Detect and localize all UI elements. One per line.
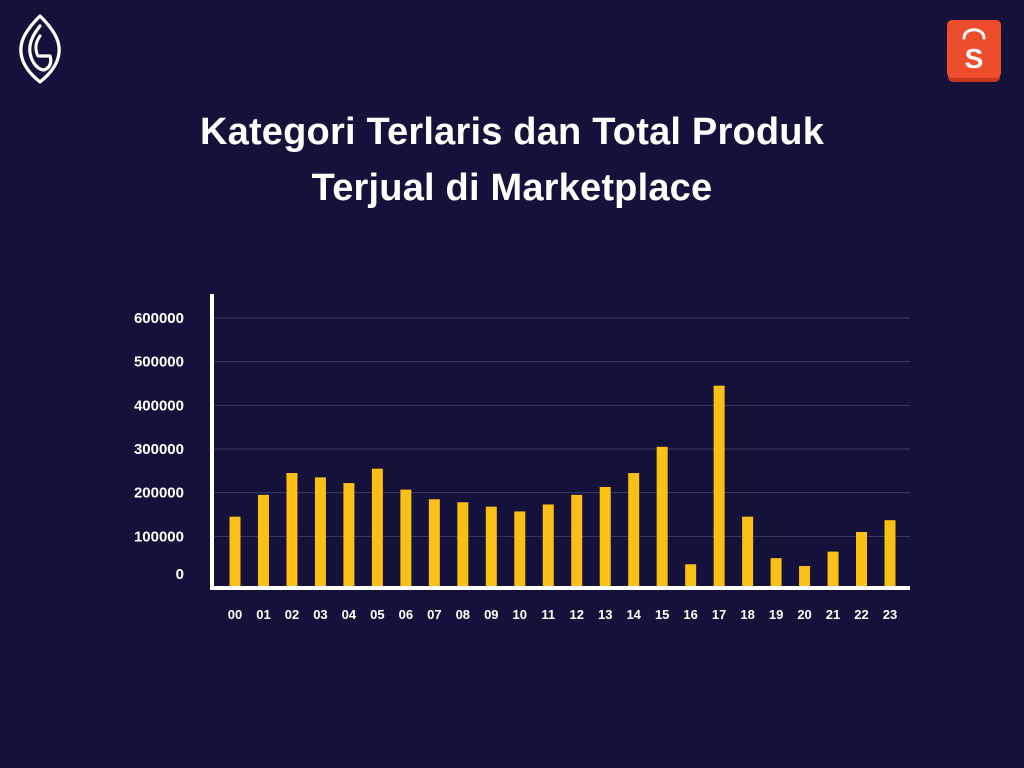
grid-lines — [212, 317, 910, 537]
x-tick-label: 07 — [427, 607, 441, 622]
x-tick-label: 01 — [256, 607, 270, 622]
x-tick-label: 03 — [313, 607, 327, 622]
shopping-bag-s-icon: S — [947, 20, 1001, 82]
bar — [314, 477, 326, 586]
bar — [742, 516, 754, 586]
bar — [542, 504, 554, 586]
title-line-1: Kategori Terlaris dan Total Produk — [199, 111, 825, 153]
bar — [770, 558, 782, 586]
axes — [210, 294, 910, 590]
x-tick-label: 14 — [626, 607, 641, 622]
bar — [685, 564, 697, 586]
x-tick-label: 16 — [683, 607, 697, 622]
y-tick-label: 400000 — [134, 397, 184, 414]
bar — [371, 468, 383, 586]
x-tick-labels: 00 01 02 03 04 05 06 07 08 09 10 11 12 13 14 15 16 17 18 19… — [228, 607, 897, 622]
brand-logo-right: S — [944, 18, 1004, 86]
x-tick-label: 06 — [399, 607, 413, 622]
bar — [400, 489, 412, 586]
x-tick-label: 18 — [740, 607, 754, 622]
bar — [343, 483, 355, 586]
x-tick-label: 11 — [541, 607, 555, 622]
bar — [428, 499, 440, 586]
bar-chart: 0 100000 200000 300000 400000 500000 600000 00… — [134, 294, 910, 622]
bar — [457, 502, 469, 586]
y-tick-labels: 0 100000 200000 300000 400000 500000 600000 — [134, 310, 184, 583]
x-tick-label: 12 — [570, 607, 584, 622]
bar — [827, 551, 839, 586]
bars — [229, 385, 896, 586]
x-tick-label: 09 — [484, 607, 498, 622]
y-tick-label: 0 — [176, 566, 184, 583]
x-tick-label: 15 — [655, 607, 669, 622]
bar — [884, 520, 896, 586]
bar — [257, 494, 269, 586]
x-tick-label: 13 — [598, 607, 612, 622]
bar — [799, 566, 811, 586]
bar — [628, 473, 640, 586]
x-tick-label: 21 — [826, 607, 840, 622]
bar — [599, 486, 611, 586]
x-tick-label: 20 — [797, 607, 811, 622]
x-tick-label: 17 — [712, 607, 726, 622]
x-tick-label: 08 — [456, 607, 470, 622]
bar — [571, 494, 583, 586]
bar — [286, 473, 298, 586]
bar — [856, 531, 868, 586]
y-tick-label: 300000 — [134, 441, 184, 458]
x-tick-label: 23 — [883, 607, 897, 622]
y-tick-label: 600000 — [134, 310, 184, 327]
leaf-g-logo-icon — [19, 14, 61, 84]
bar — [656, 446, 668, 586]
x-tick-label: 05 — [370, 607, 384, 622]
bar — [485, 506, 497, 586]
x-tick-label: 19 — [769, 607, 783, 622]
bar — [229, 516, 241, 586]
brand-logo-left — [14, 12, 66, 86]
title-line-2: Terjual di Marketplace — [311, 167, 713, 209]
x-tick-label: 02 — [285, 607, 299, 622]
x-tick-label: 22 — [854, 607, 868, 622]
page-title: Kategori Terlaris dan Total Produk Terju… — [0, 104, 1024, 216]
y-tick-label: 100000 — [134, 528, 184, 545]
bar — [713, 385, 725, 586]
bar — [514, 511, 526, 586]
y-tick-label: 200000 — [134, 485, 184, 502]
brand-letter: S — [965, 43, 984, 74]
x-tick-label: 04 — [342, 607, 357, 622]
x-tick-label: 00 — [228, 607, 242, 622]
y-tick-label: 500000 — [134, 354, 184, 371]
x-tick-label: 10 — [513, 607, 527, 622]
